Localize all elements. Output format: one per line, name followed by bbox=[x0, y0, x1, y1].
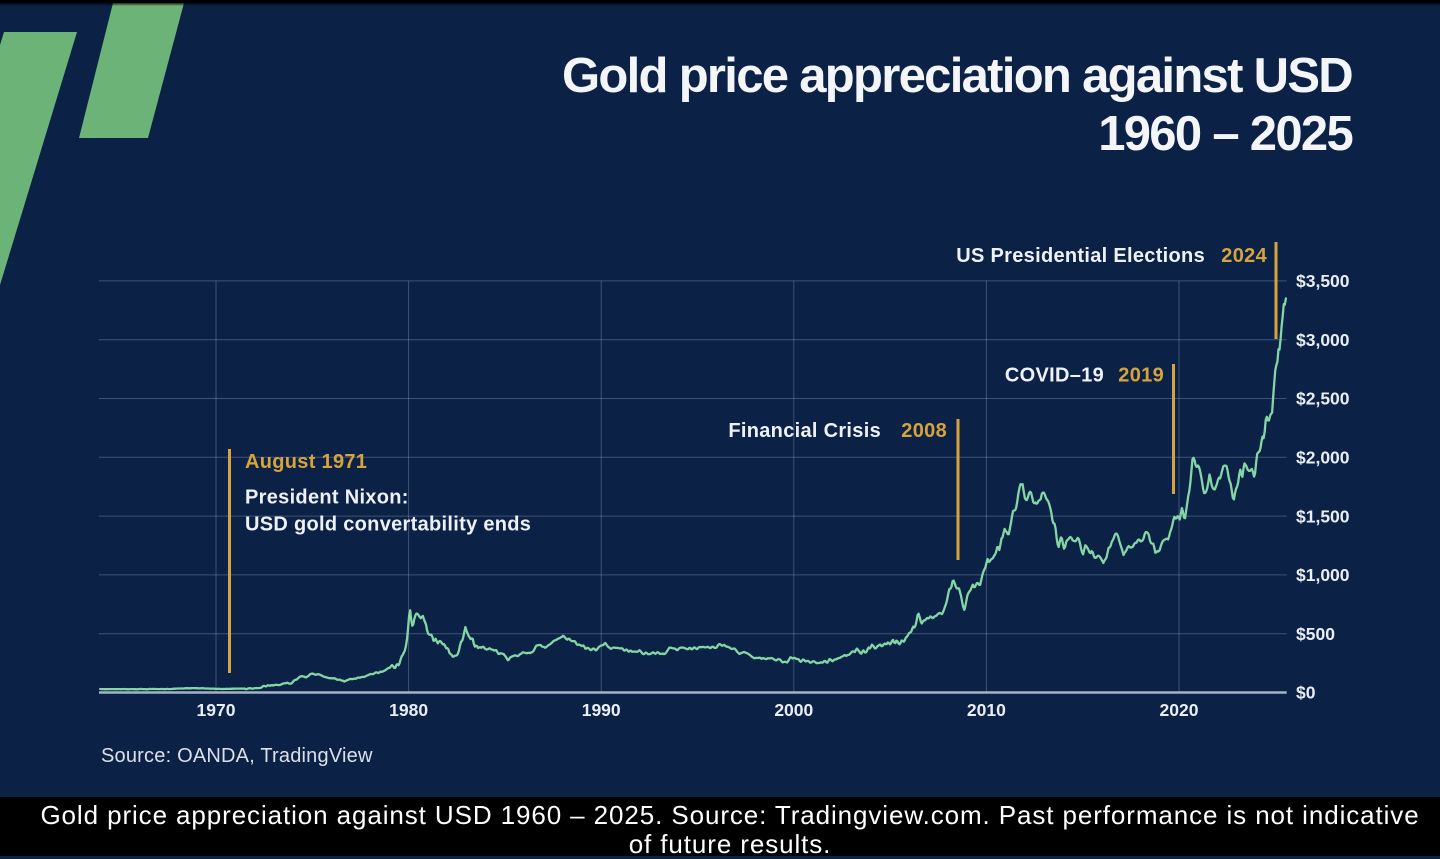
svg-text:USD gold convertability ends: USD gold convertability ends bbox=[245, 514, 531, 536]
svg-text:August 1971: August 1971 bbox=[245, 451, 367, 473]
svg-text:2000: 2000 bbox=[774, 700, 813, 720]
svg-text:$3,500: $3,500 bbox=[1296, 271, 1350, 291]
svg-text:$500: $500 bbox=[1296, 624, 1335, 644]
svg-text:2020: 2020 bbox=[1160, 700, 1199, 720]
svg-text:$2,500: $2,500 bbox=[1296, 389, 1350, 409]
svg-text:President Nixon:: President Nixon: bbox=[245, 487, 409, 509]
svg-text:2008: 2008 bbox=[901, 420, 947, 442]
svg-text:1970: 1970 bbox=[197, 700, 236, 720]
svg-text:$0: $0 bbox=[1296, 683, 1316, 703]
svg-text:US Presidential Elections: US Presidential Elections bbox=[956, 245, 1205, 267]
svg-text:$1,000: $1,000 bbox=[1296, 565, 1350, 585]
svg-text:2024: 2024 bbox=[1221, 245, 1267, 267]
svg-text:Financial Crisis: Financial Crisis bbox=[728, 420, 881, 442]
svg-text:2019: 2019 bbox=[1118, 365, 1164, 387]
svg-text:1990: 1990 bbox=[582, 700, 621, 720]
svg-text:$1,500: $1,500 bbox=[1296, 506, 1350, 526]
svg-text:$2,000: $2,000 bbox=[1296, 448, 1350, 468]
svg-text:COVID–19: COVID–19 bbox=[1005, 365, 1104, 387]
svg-text:$3,000: $3,000 bbox=[1296, 330, 1350, 350]
svg-text:2010: 2010 bbox=[967, 700, 1006, 720]
svg-text:1980: 1980 bbox=[389, 700, 428, 720]
